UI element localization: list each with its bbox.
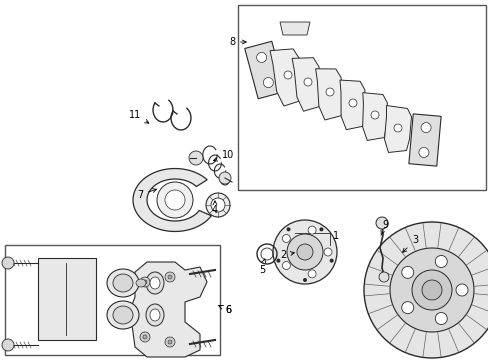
Circle shape bbox=[389, 248, 473, 332]
Ellipse shape bbox=[136, 279, 146, 287]
Polygon shape bbox=[339, 80, 364, 130]
Circle shape bbox=[434, 256, 447, 267]
Circle shape bbox=[329, 258, 333, 263]
Text: 6: 6 bbox=[219, 305, 231, 315]
Circle shape bbox=[324, 248, 331, 256]
Circle shape bbox=[157, 182, 193, 218]
Text: 5: 5 bbox=[258, 259, 265, 275]
Circle shape bbox=[168, 340, 172, 344]
Circle shape bbox=[164, 337, 175, 347]
Polygon shape bbox=[244, 41, 285, 99]
Polygon shape bbox=[408, 114, 440, 166]
Circle shape bbox=[142, 335, 147, 339]
Circle shape bbox=[370, 111, 378, 119]
Circle shape bbox=[205, 193, 229, 217]
Text: 9: 9 bbox=[380, 220, 387, 235]
Text: 11: 11 bbox=[129, 110, 148, 123]
Circle shape bbox=[219, 172, 230, 184]
Circle shape bbox=[393, 124, 401, 132]
Text: 6: 6 bbox=[219, 305, 231, 315]
Bar bbox=[5, 245, 220, 355]
Ellipse shape bbox=[107, 301, 139, 329]
Circle shape bbox=[418, 148, 428, 157]
Circle shape bbox=[348, 99, 356, 107]
Polygon shape bbox=[269, 49, 303, 106]
Text: 3: 3 bbox=[402, 235, 417, 252]
Circle shape bbox=[455, 284, 467, 296]
Circle shape bbox=[263, 77, 273, 87]
Circle shape bbox=[142, 280, 147, 284]
Circle shape bbox=[282, 234, 290, 243]
Circle shape bbox=[378, 272, 388, 282]
Circle shape bbox=[296, 244, 312, 260]
Circle shape bbox=[363, 222, 488, 358]
Polygon shape bbox=[384, 105, 411, 153]
Circle shape bbox=[420, 122, 430, 132]
Ellipse shape bbox=[146, 272, 163, 294]
Ellipse shape bbox=[113, 274, 133, 292]
Polygon shape bbox=[133, 168, 211, 231]
Circle shape bbox=[303, 278, 306, 282]
Circle shape bbox=[164, 190, 184, 210]
Text: 8: 8 bbox=[228, 37, 246, 47]
Ellipse shape bbox=[150, 309, 160, 321]
Ellipse shape bbox=[107, 269, 139, 297]
Circle shape bbox=[2, 339, 14, 351]
Circle shape bbox=[411, 270, 451, 310]
Text: 4: 4 bbox=[211, 201, 218, 215]
Polygon shape bbox=[280, 22, 309, 35]
Circle shape bbox=[256, 53, 266, 62]
Circle shape bbox=[2, 257, 14, 269]
Circle shape bbox=[325, 88, 333, 96]
Ellipse shape bbox=[113, 306, 133, 324]
Circle shape bbox=[401, 302, 413, 314]
Ellipse shape bbox=[150, 277, 160, 289]
Bar bbox=[238, 5, 485, 190]
Text: 2: 2 bbox=[279, 250, 294, 260]
Circle shape bbox=[375, 217, 387, 229]
Circle shape bbox=[276, 258, 280, 263]
Circle shape bbox=[307, 270, 315, 278]
Circle shape bbox=[307, 226, 315, 234]
Circle shape bbox=[140, 277, 150, 287]
Circle shape bbox=[164, 272, 175, 282]
Circle shape bbox=[282, 261, 290, 270]
Text: 1: 1 bbox=[332, 231, 339, 241]
Circle shape bbox=[434, 312, 447, 324]
Polygon shape bbox=[130, 262, 206, 357]
Circle shape bbox=[189, 151, 203, 165]
Circle shape bbox=[284, 71, 291, 79]
Circle shape bbox=[304, 78, 311, 86]
Circle shape bbox=[286, 228, 290, 231]
Text: 10: 10 bbox=[213, 150, 234, 161]
Text: 7: 7 bbox=[137, 189, 156, 200]
Circle shape bbox=[168, 275, 172, 279]
Circle shape bbox=[272, 220, 336, 284]
Polygon shape bbox=[291, 58, 321, 111]
Ellipse shape bbox=[146, 304, 163, 326]
Circle shape bbox=[421, 280, 441, 300]
Circle shape bbox=[286, 234, 323, 270]
Bar bbox=[38, 258, 96, 340]
Polygon shape bbox=[315, 69, 342, 120]
Circle shape bbox=[140, 332, 150, 342]
Circle shape bbox=[210, 198, 224, 212]
Circle shape bbox=[319, 228, 323, 231]
Polygon shape bbox=[362, 93, 386, 140]
Circle shape bbox=[401, 266, 413, 278]
